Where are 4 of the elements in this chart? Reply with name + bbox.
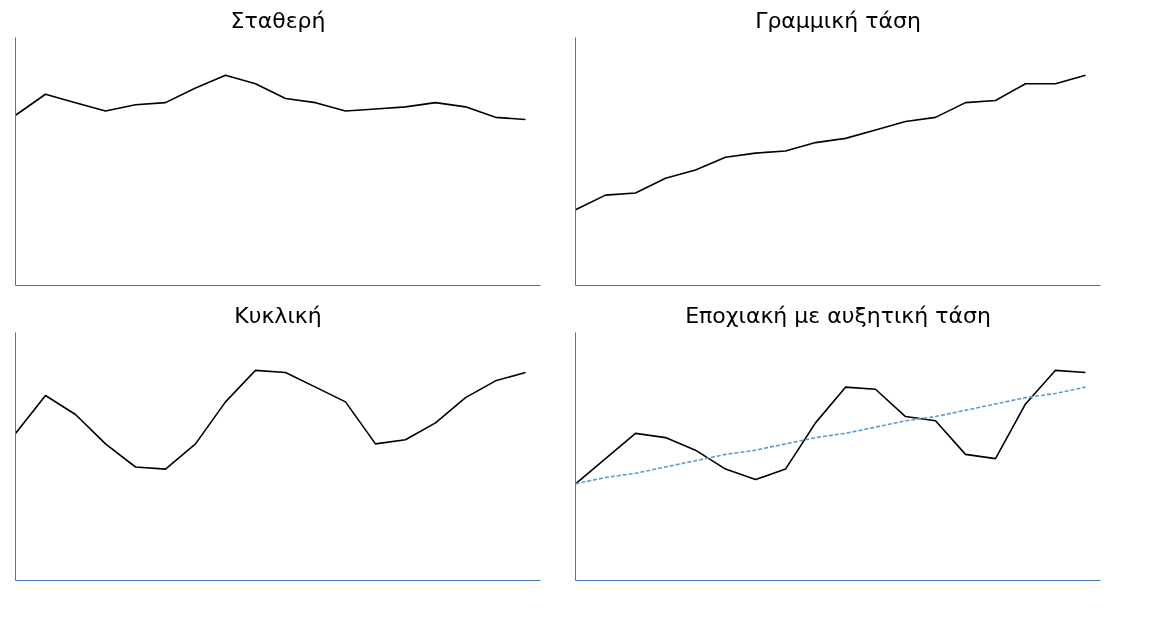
chart-title: Σταθερή xyxy=(230,7,326,33)
chart-title: Εποχιακή με αυξητική τάση xyxy=(685,302,991,328)
chart-title: Γραμμική τάση xyxy=(755,7,921,33)
chart-title: Κυκλική xyxy=(234,302,322,328)
